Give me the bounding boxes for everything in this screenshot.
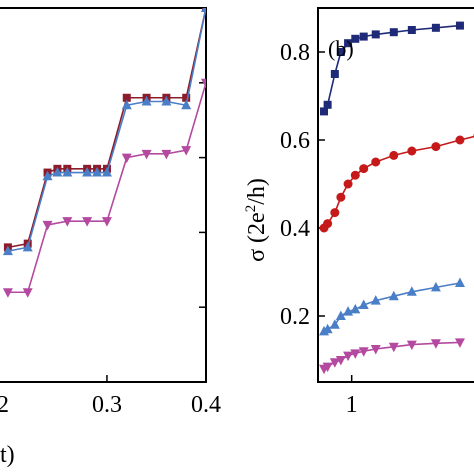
data-point bbox=[358, 299, 369, 309]
y-tick-label: 0.4 bbox=[280, 216, 310, 242]
data-point bbox=[407, 26, 416, 34]
data-point bbox=[330, 70, 339, 78]
series-line bbox=[323, 24, 461, 112]
data-point bbox=[430, 339, 441, 349]
data-point bbox=[344, 39, 353, 48]
x-tick-label: 0.3 bbox=[92, 392, 122, 418]
panel-a-frame bbox=[0, 7, 207, 383]
data-point bbox=[336, 48, 345, 56]
data-point bbox=[388, 290, 399, 301]
data-point bbox=[350, 170, 360, 180]
data-point bbox=[62, 217, 73, 227]
data-point bbox=[322, 323, 333, 334]
data-point bbox=[322, 362, 333, 373]
data-point bbox=[335, 356, 346, 366]
data-point bbox=[431, 23, 440, 32]
data-point bbox=[335, 310, 346, 320]
data-point bbox=[42, 170, 53, 181]
panel-a: 0.3 0.4 2 t) bbox=[0, 7, 221, 468]
data-point bbox=[201, 78, 206, 89]
y-tick-label: 0.2 bbox=[280, 304, 310, 330]
data-point bbox=[42, 220, 53, 231]
data-point bbox=[351, 34, 360, 43]
data-point bbox=[181, 146, 192, 156]
data-point bbox=[323, 100, 332, 109]
series-line bbox=[7, 82, 206, 294]
panel-b-series bbox=[319, 21, 474, 375]
data-point bbox=[122, 93, 131, 102]
data-point bbox=[455, 135, 465, 145]
y-tick-label: 0.8 bbox=[280, 40, 310, 66]
data-point bbox=[2, 288, 13, 298]
data-point bbox=[407, 146, 417, 156]
y-axis-label-main: σ (2e bbox=[244, 212, 270, 262]
data-point bbox=[121, 99, 132, 110]
data-point bbox=[389, 28, 398, 37]
data-point bbox=[406, 340, 417, 351]
data-point bbox=[329, 358, 340, 368]
data-point bbox=[359, 164, 369, 174]
panel-a-series bbox=[2, 8, 206, 298]
x-tick-label: 0.4 bbox=[191, 392, 221, 418]
data-point bbox=[82, 217, 93, 227]
data-point bbox=[350, 303, 361, 314]
data-point bbox=[2, 245, 13, 256]
data-point bbox=[323, 219, 333, 229]
data-point bbox=[350, 349, 361, 359]
data-point bbox=[431, 142, 441, 152]
data-point bbox=[388, 342, 399, 353]
data-point bbox=[101, 167, 112, 177]
data-point bbox=[141, 96, 152, 106]
data-point bbox=[181, 99, 192, 110]
data-point bbox=[455, 21, 464, 30]
panel-b-ticks: 1 0.2 0.4 0.6 0.8 bbox=[280, 40, 358, 418]
data-point bbox=[343, 351, 354, 362]
data-point bbox=[82, 167, 93, 177]
panel-b-frame bbox=[317, 7, 474, 383]
data-point bbox=[454, 277, 465, 287]
data-point bbox=[371, 157, 381, 167]
data-point bbox=[161, 96, 172, 106]
x-tick-label-partial: 2 bbox=[0, 392, 9, 418]
series-line bbox=[7, 8, 206, 252]
data-point bbox=[359, 32, 368, 41]
panel-a-ticks: 0.3 0.4 bbox=[92, 82, 221, 418]
y-tick-label: 0.6 bbox=[280, 128, 310, 154]
data-point bbox=[182, 93, 191, 102]
data-point bbox=[329, 319, 340, 329]
data-point bbox=[336, 192, 346, 202]
x-tick-label: 1 bbox=[346, 392, 358, 418]
y-axis-label-sup: 2 bbox=[243, 205, 259, 213]
data-point bbox=[92, 167, 103, 177]
y-axis-label-tail: /h) bbox=[244, 178, 270, 205]
data-point bbox=[101, 217, 112, 227]
data-point bbox=[430, 281, 441, 292]
data-point bbox=[358, 347, 369, 357]
data-point bbox=[22, 241, 33, 252]
data-point bbox=[22, 288, 33, 298]
data-point bbox=[201, 8, 206, 12]
data-point bbox=[62, 167, 73, 177]
panel-b: 1 0.2 0.4 0.6 0.8 (b) σ (2e2/h) bbox=[243, 7, 474, 418]
y-axis-label: σ (2e2/h) bbox=[243, 178, 270, 262]
data-point bbox=[320, 107, 329, 116]
data-point bbox=[406, 286, 417, 296]
data-point bbox=[343, 179, 353, 189]
data-point bbox=[389, 150, 399, 160]
data-point bbox=[370, 295, 381, 305]
data-point bbox=[370, 345, 381, 355]
data-point bbox=[141, 149, 152, 160]
data-point bbox=[330, 208, 340, 218]
panel-label: (b) bbox=[328, 36, 354, 61]
data-point bbox=[121, 153, 132, 164]
x-axis-label: t) bbox=[0, 442, 15, 468]
data-point bbox=[52, 167, 63, 177]
data-point bbox=[371, 30, 380, 39]
data-point bbox=[161, 149, 172, 160]
data-point bbox=[454, 338, 465, 348]
